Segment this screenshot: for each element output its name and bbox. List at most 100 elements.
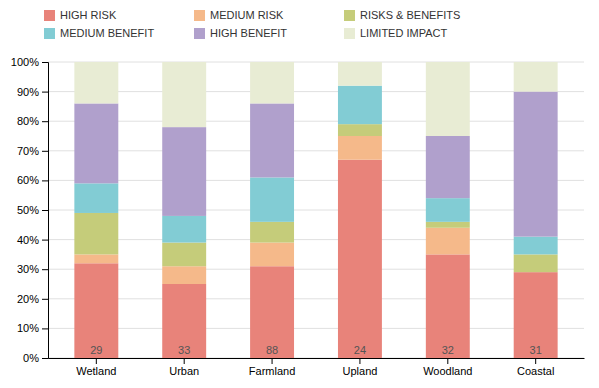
grid-line — [48, 121, 584, 122]
bar-segment — [338, 136, 382, 160]
tick-mark — [359, 358, 360, 364]
bar-segment — [426, 136, 470, 198]
x-axis: Wetland Urban Farmland Upland Woodland Coasta… — [49, 358, 585, 377]
tick-label: Coastal — [517, 365, 554, 377]
grid-line — [48, 298, 584, 299]
tick-label: 80% — [17, 115, 39, 127]
bars — [74, 62, 557, 358]
tick: Urban — [169, 358, 199, 377]
tick: 60% — [17, 174, 48, 186]
legend-swatch — [344, 28, 355, 39]
grid-line — [48, 239, 584, 240]
legend-swatch — [44, 28, 55, 39]
legend-label: RISKS & BENEFITS — [360, 9, 460, 21]
bar-segment — [250, 243, 294, 267]
tick-label: 60% — [17, 174, 39, 186]
tick-label: 100% — [11, 56, 39, 68]
bar-segment — [162, 284, 206, 358]
bar-segment — [162, 127, 206, 216]
tick-label: 20% — [17, 293, 39, 305]
bar-segment — [162, 243, 206, 267]
grid-line — [48, 91, 584, 92]
tick: 100% — [11, 56, 48, 68]
tick-label: 50% — [17, 204, 39, 216]
tick: 70% — [17, 145, 48, 157]
bar-segment — [514, 272, 558, 358]
legend: HIGH RISK MEDIUM RISK RISKS & BENEFITS MEDI… — [44, 9, 460, 39]
axis-line — [42, 63, 49, 359]
n-value: 24 — [354, 344, 366, 356]
grid-line — [48, 62, 584, 63]
series — [74, 62, 557, 136]
tick-mark — [42, 358, 48, 359]
tick-mark — [272, 358, 273, 364]
tick-mark — [42, 62, 48, 63]
tick-mark — [447, 358, 448, 364]
bar-segment — [426, 62, 470, 136]
legend-swatch — [44, 10, 55, 21]
tick-mark — [42, 299, 48, 300]
tick-mark — [42, 269, 48, 270]
tick-label: Upland — [343, 365, 378, 377]
legend-item: MEDIUM BENEFIT — [44, 27, 154, 39]
bar-segment — [426, 198, 470, 222]
y-axis: 0%10%20%30%40%50%60%70%80%90%100% — [11, 56, 49, 364]
bar-segment — [250, 222, 294, 243]
plot: 2933882432310%10%20%30%40%50%60%70%80%90… — [11, 56, 585, 377]
tick-label: Woodland — [423, 365, 472, 377]
n-value: 31 — [530, 344, 542, 356]
bar-segment — [74, 263, 118, 358]
tick: 80% — [17, 115, 48, 127]
bar-segment — [338, 86, 382, 124]
grid — [48, 62, 584, 358]
legend-label: MEDIUM RISK — [210, 9, 284, 21]
tick: 10% — [17, 322, 48, 334]
tick-mark — [42, 328, 48, 329]
legend-item: HIGH BENEFIT — [194, 27, 287, 39]
tick-mark — [42, 180, 48, 181]
bar-segment — [338, 160, 382, 358]
bar-segment — [74, 103, 118, 183]
bar-segment — [74, 254, 118, 263]
legend-label: LIMITED IMPACT — [360, 27, 447, 39]
legend-swatch — [194, 28, 205, 39]
bar-segment — [74, 213, 118, 254]
bar-segment — [514, 254, 558, 272]
tick-mark — [96, 358, 97, 364]
tick-mark — [42, 240, 48, 241]
bar-segment — [338, 124, 382, 136]
legend-item: MEDIUM RISK — [194, 9, 284, 21]
bar-segment — [514, 92, 558, 237]
tick-label: 70% — [17, 145, 39, 157]
tick: Woodland — [423, 358, 472, 377]
tick: Upland — [343, 358, 378, 377]
tick-label: Wetland — [76, 365, 116, 377]
bar-segment — [162, 216, 206, 243]
grid-line — [48, 150, 584, 151]
grid-line — [48, 180, 584, 181]
legend-item: HIGH RISK — [44, 9, 117, 21]
tick-label: 40% — [17, 234, 39, 246]
tick: 0% — [23, 352, 48, 364]
legend-swatch — [344, 10, 355, 21]
bar-segment — [514, 62, 558, 92]
axis-line — [49, 358, 585, 359]
grid-line — [48, 358, 584, 359]
bar-segment — [250, 177, 294, 221]
tick-mark — [42, 210, 48, 211]
tick: 20% — [17, 293, 48, 305]
n-values: 293388243231 — [90, 344, 542, 356]
legend-item: RISKS & BENEFITS — [344, 9, 460, 21]
grid-line — [48, 210, 584, 211]
n-value: 32 — [442, 344, 454, 356]
tick-label: Farmland — [249, 365, 295, 377]
grid-line — [48, 328, 584, 329]
tick-mark — [535, 358, 536, 364]
series — [74, 92, 557, 237]
bar-segment — [74, 183, 118, 213]
bar-segment — [162, 266, 206, 284]
bar-segment — [250, 103, 294, 177]
bar-segment — [162, 62, 206, 127]
n-value: 33 — [178, 344, 190, 356]
tick-label: 30% — [17, 263, 39, 275]
